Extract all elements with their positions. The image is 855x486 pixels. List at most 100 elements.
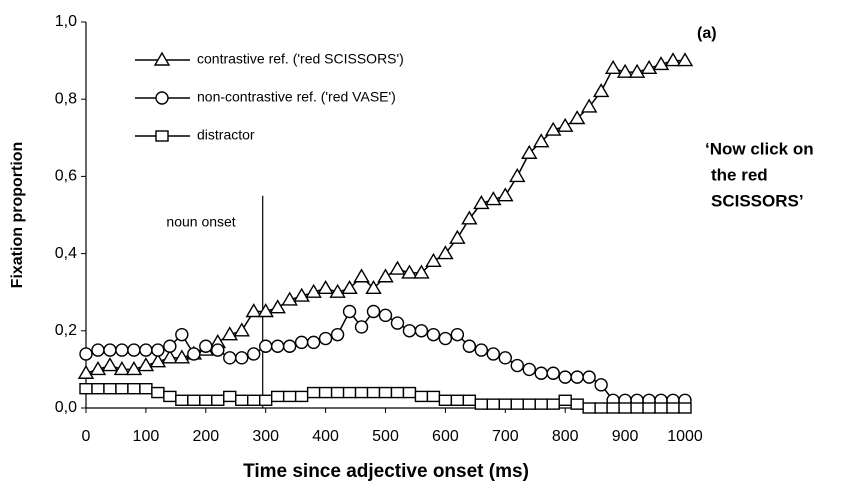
data-point [678,402,692,414]
data-point [139,343,153,357]
data-point [317,279,334,295]
data-point [259,339,273,353]
data-point [604,59,622,75]
data-point [498,351,512,365]
data-point [486,398,501,410]
data-point [640,59,658,75]
data-point [485,191,502,206]
data-point [378,386,393,399]
data-point [534,366,548,380]
data-point [79,383,93,395]
data-point [389,260,406,275]
data-point [103,343,117,357]
data-point [664,52,682,67]
panel-label: (a) [697,25,717,42]
data-point [556,117,574,132]
y-axis-label: Fixation proportion [9,142,26,289]
data-point [534,398,548,410]
data-point [510,358,524,373]
data-point [77,364,95,379]
data-point [281,291,298,306]
data-point [462,339,477,353]
data-point [533,133,550,148]
data-point [450,394,465,406]
data-point [211,394,225,406]
legend-marker [155,130,169,142]
data-point [103,383,117,395]
legend-marker [153,51,171,66]
data-point [654,402,668,414]
data-point [91,383,105,395]
data-point [498,398,512,410]
data-point [437,245,454,260]
data-point [270,390,285,403]
data-point [558,394,572,406]
y-tick-label: 1,0 [55,13,77,30]
data-point [402,324,417,338]
data-point [151,343,165,357]
data-point [568,110,586,125]
x-tick-label: 300 [252,428,279,445]
data-point [353,268,370,283]
data-point [462,394,477,406]
data-point [173,349,191,364]
y-tick-label: 0,2 [55,322,77,339]
data-point [257,303,274,318]
data-point [115,383,129,395]
data-point [546,398,560,410]
x-tick-label: 500 [372,428,399,445]
data-point [330,386,345,399]
data-point [474,398,489,410]
data-point [630,402,644,414]
data-point [163,390,177,403]
data-point [414,324,429,338]
data-point [594,378,608,392]
data-point [628,63,646,78]
data-point [137,357,155,372]
data-point [161,349,179,364]
instruction-text: SCISSORS’ [711,191,804,210]
data-point [199,394,213,406]
data-point [401,264,418,279]
data-point [294,390,309,403]
y-tick-label: 0,0 [55,399,77,416]
data-point [354,320,369,334]
data-point [390,316,405,330]
x-tick-label: 400 [312,428,339,445]
x-tick-label: 0 [82,428,91,445]
data-point [127,343,141,357]
data-point [293,287,310,302]
data-point [652,56,670,71]
data-point [306,386,321,399]
data-point [413,264,430,279]
data-point [449,229,466,244]
data-point [306,335,321,350]
data-point [342,386,357,399]
y-tick-label: 0,6 [55,168,77,185]
x-tick-label: 800 [552,428,579,445]
data-point [149,353,167,368]
data-point [259,394,273,406]
instruction-text: ‘Now click on [705,139,814,158]
data-point [616,63,634,78]
data-point [378,308,393,323]
data-point [570,370,584,384]
data-point [522,362,536,377]
data-point [438,331,453,346]
data-point [473,195,490,210]
data-point [235,351,249,365]
legend-label: non-contrastive ref. ('red VASE') [197,89,396,105]
y-tick-label: 0,4 [55,245,77,262]
data-point [125,361,143,376]
data-point [341,279,358,295]
data-point [606,402,620,414]
data-point [175,394,189,406]
data-point [580,98,598,113]
data-point [461,210,478,225]
data-point [223,351,237,365]
data-point [89,361,107,376]
data-point [221,326,238,341]
data-point [270,339,285,353]
data-point [115,343,129,357]
